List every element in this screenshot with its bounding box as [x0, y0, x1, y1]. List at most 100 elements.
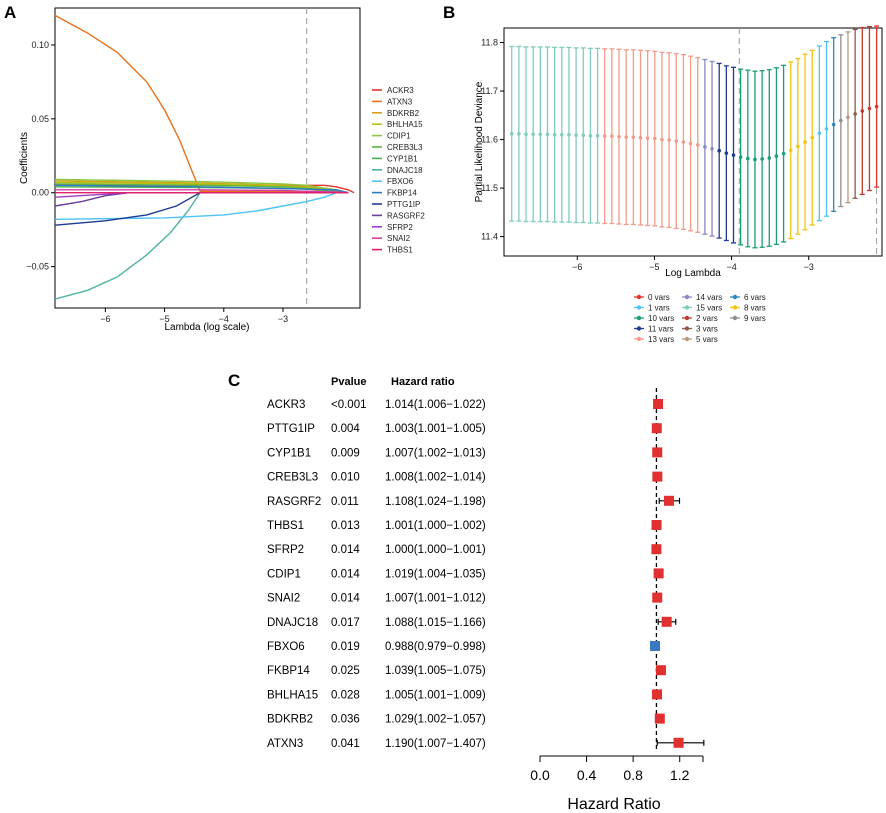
cv-point-group [838, 34, 844, 208]
panel-a-x-tick-label: −3 [278, 314, 288, 324]
forest-pvalue: 0.036 [331, 714, 360, 726]
cv-mean-point [674, 139, 679, 143]
forest-hr-text: 0.988(0.979−0.998) [385, 641, 486, 653]
cv-mean-point [767, 156, 772, 160]
panel-b-y-label: Partial Likelihood Deviance [474, 81, 485, 202]
panel-a-legend-label: BHLHA15 [387, 120, 423, 129]
panel-b-legend-label: 3 vars [696, 325, 718, 334]
cv-mean-point [509, 131, 514, 136]
cv-mean-point [552, 132, 557, 137]
cv-point-group [809, 49, 815, 226]
forest-hr-text: 1.108(1.024−1.198) [385, 496, 486, 508]
cv-mean-point [760, 157, 764, 161]
panel-b-legend-label: 14 vars [696, 293, 722, 302]
cv-mean-point [638, 135, 643, 140]
forest-pvalue: 0.028 [331, 689, 360, 701]
panel-b-legend-label: 2 vars [696, 314, 718, 323]
forest-row: CYP1B1 0.009 1.007(1.002−1.013) [267, 447, 663, 459]
cv-mean-point [810, 135, 815, 140]
cv-point-group [731, 66, 737, 244]
cv-point-group [652, 50, 658, 227]
cv-mean-point [624, 135, 628, 139]
panel-b-legend-key-dot [684, 294, 690, 300]
forest-row: SNAI2 0.014 1.007(1.001−1.012) [267, 592, 663, 605]
hazard-ratio-header: Hazard ratio [391, 376, 455, 388]
forest-hr-marker [653, 399, 664, 409]
panel-b-x-tick-label: −6 [572, 262, 582, 272]
cv-point-group [859, 26, 865, 196]
forest-row: FKBP14 0.025 1.039(1.005−1.075) [267, 665, 666, 677]
cv-mean-point [545, 132, 550, 137]
cv-point-group [695, 56, 701, 233]
forest-row: SFRP2 0.014 1.000(1.000−1.001) [267, 544, 662, 556]
panel-a-legend-label: SFRP2 [387, 223, 413, 232]
forest-hr-marker [651, 423, 662, 434]
forest-pvalue: 0.014 [331, 593, 360, 605]
cv-point-group [795, 57, 801, 235]
cv-point-group [709, 60, 715, 237]
panel-label-a: A [4, 3, 16, 22]
cv-mean-point [824, 127, 829, 131]
panel-b-y-tick-label: 11.7 [481, 86, 498, 96]
panel-a-y-tick-label: 0.10 [31, 40, 49, 50]
cv-point-group [831, 37, 837, 213]
panel-b-legend-key-dot [684, 336, 690, 342]
panel-b-legend-key-dot [732, 305, 738, 310]
panel-b-legend-key-dot [684, 326, 690, 331]
forest-hr-marker [654, 713, 665, 724]
panel-b-legend-key-dot [732, 294, 738, 300]
cv-mean-point [645, 136, 650, 140]
panel-c-x-tick-label: 0.4 [577, 767, 597, 783]
cv-point-group [623, 49, 629, 226]
forest-gene-label: CREB3L3 [267, 472, 318, 484]
cv-mean-point [846, 115, 850, 120]
panel-b-legend-label: 11 vars [648, 325, 674, 334]
panel-c-x-tick-label: 1.2 [670, 767, 690, 783]
forest-hr-marker [652, 689, 663, 700]
cv-point-group [595, 47, 601, 224]
cv-point-group [630, 49, 636, 226]
coef-path-dnajc18 [54, 191, 349, 300]
forest-gene-label: ATXN3 [267, 738, 303, 750]
cv-mean-point [788, 148, 793, 153]
forest-hr-marker [652, 592, 663, 603]
cv-mean-point [581, 133, 586, 138]
panel-b-y-tick-label: 11.6 [481, 135, 498, 145]
cv-point-group [523, 46, 529, 223]
cv-mean-point [588, 133, 593, 138]
cv-mean-point [559, 132, 564, 137]
forest-row: RASGRF2 0.011 1.108(1.024−1.198) [267, 495, 681, 508]
panel-c-forest-plot: Pvalue Hazard ratio ACKR3 <0.001 1.014(1.0… [267, 376, 705, 813]
panel-b-legend-label: 9 vars [744, 314, 766, 323]
cv-mean-point [653, 136, 657, 141]
panel-b-y-tick-label: 11.8 [481, 38, 498, 48]
cv-mean-point [531, 132, 535, 137]
forest-gene-label: FBXO6 [267, 641, 305, 653]
forest-gene-label: FKBP14 [267, 665, 310, 677]
panel-a-x-tick-label: −4 [219, 314, 229, 324]
forest-hr-text: 1.039(1.005−1.075) [385, 665, 486, 677]
panel-a-y-tick-label: −0.05 [26, 262, 49, 272]
cv-point-group [752, 70, 758, 249]
cv-mean-point [753, 157, 757, 162]
panel-a-legend-label: ACKR3 [387, 86, 414, 95]
forest-gene-label: SFRP2 [267, 544, 304, 556]
cv-mean-point [681, 140, 686, 144]
forest-hr-marker [673, 737, 684, 748]
panel-b-legend-key-dot [636, 305, 642, 310]
cv-point-group [616, 48, 622, 225]
panel-a-legend-label: CYP1B1 [387, 154, 418, 163]
forest-row: ATXN3 0.041 1.190(1.007−1.407) [267, 737, 705, 750]
forest-row: THBS1 0.013 1.001(1.000−1.002) [267, 520, 662, 532]
cv-point-group [573, 47, 579, 224]
cv-point-group [516, 45, 522, 222]
forest-gene-label: SNAI2 [267, 593, 300, 605]
cv-mean-point [724, 151, 729, 155]
pvalue-header: Pvalue [331, 376, 366, 388]
forest-gene-label: BDKRB2 [267, 714, 313, 726]
cv-point-group [509, 45, 515, 222]
cv-mean-point [517, 131, 521, 136]
forest-gene-label: DNAJC18 [267, 617, 318, 629]
panel-a-legend-label: ATXN3 [387, 97, 413, 106]
